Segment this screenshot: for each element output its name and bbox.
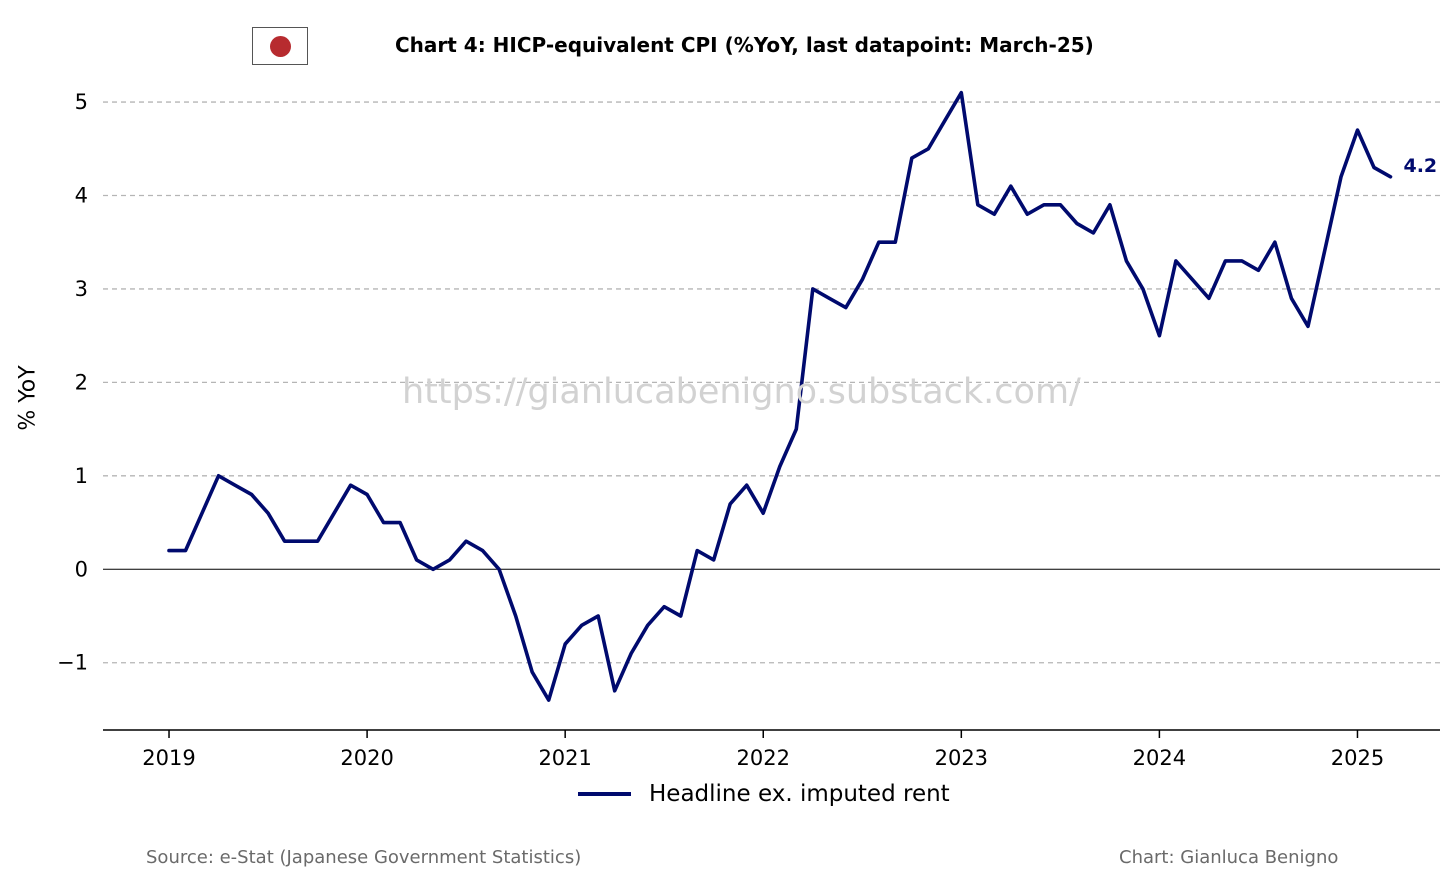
y-tick-label: 1 xyxy=(75,464,88,488)
x-tick-label: 2020 xyxy=(340,746,393,770)
x-tick-label: 2023 xyxy=(935,746,988,770)
y-tick-label: 5 xyxy=(75,90,88,114)
x-tick-label: 2025 xyxy=(1331,746,1384,770)
chart-title: Chart 4: HICP-equivalent CPI (%YoY, last… xyxy=(395,33,1094,57)
legend-label: Headline ex. imputed rent xyxy=(649,781,950,807)
x-tick-label: 2019 xyxy=(142,746,195,770)
x-tick-label: 2022 xyxy=(737,746,790,770)
flag-red-disc xyxy=(270,36,291,57)
source-note: Source: e-Stat (Japanese Government Stat… xyxy=(146,847,582,868)
y-tick-label: −1 xyxy=(57,651,88,675)
x-tick-label: 2021 xyxy=(538,746,591,770)
series-line xyxy=(167,90,1393,702)
x-tick-label: 2024 xyxy=(1133,746,1186,770)
legend: Headline ex. imputed rent xyxy=(578,781,950,807)
watermark-url: https://gianlucabenigno.substack.com/ xyxy=(402,372,1081,412)
y-tick-label: 0 xyxy=(75,557,88,581)
legend-swatch xyxy=(578,792,631,796)
y-tick-label: 3 xyxy=(75,277,88,301)
chart-credit: Chart: Gianluca Benigno xyxy=(1119,847,1339,868)
y-tick-label: 2 xyxy=(75,370,88,394)
japan-flag-icon xyxy=(252,27,308,65)
last-value-label: 4.2 xyxy=(1403,155,1437,177)
y-tick-label: 4 xyxy=(75,183,88,207)
